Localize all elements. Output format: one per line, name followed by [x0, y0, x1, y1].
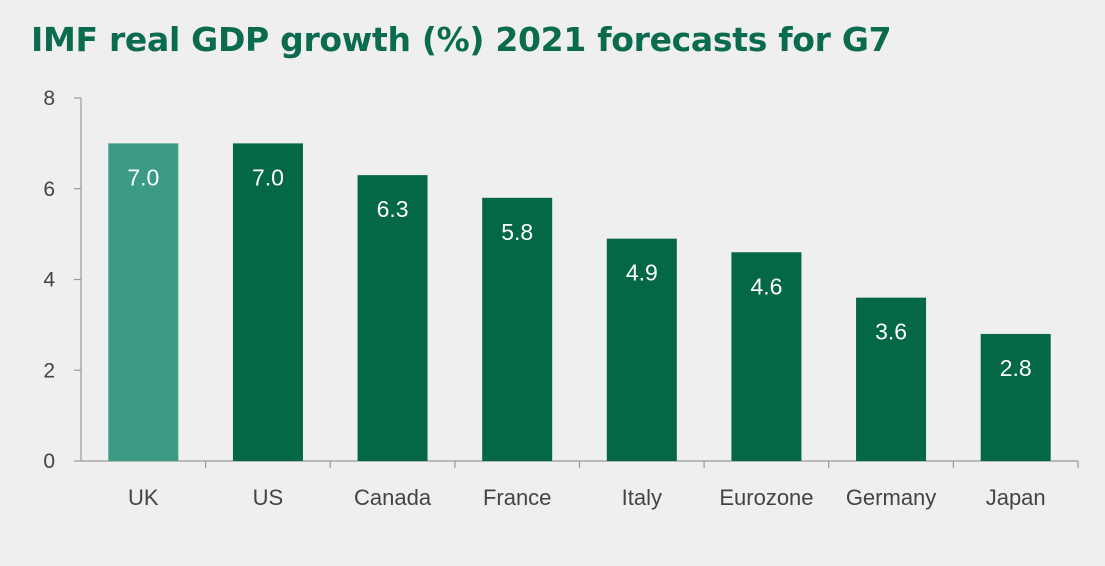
- category-label: Japan: [986, 485, 1046, 510]
- category-label: France: [483, 485, 551, 510]
- data-label: 7.0: [127, 164, 159, 190]
- y-tick-label: 2: [43, 359, 55, 382]
- category-label: Canada: [354, 485, 432, 510]
- data-label: 7.0: [252, 164, 284, 190]
- bar-france: [482, 197, 553, 461]
- data-label: 4.9: [626, 260, 658, 286]
- category-label: Germany: [846, 485, 936, 510]
- y-tick-label: 4: [43, 269, 55, 292]
- bar-us: [232, 143, 303, 461]
- bar-japan: [980, 333, 1051, 461]
- data-label: 5.8: [501, 219, 533, 245]
- data-label: 2.8: [1000, 355, 1032, 381]
- y-tick-label: 8: [43, 87, 55, 110]
- bar-italy: [606, 238, 677, 461]
- data-label: 4.6: [750, 273, 782, 299]
- category-label: Italy: [622, 485, 662, 510]
- bar-canada: [357, 175, 428, 461]
- y-tick-label: 6: [43, 178, 55, 201]
- bar-uk: [108, 143, 179, 461]
- category-label: UK: [128, 485, 159, 510]
- bar-germany: [856, 297, 927, 461]
- bar-eurozone: [731, 252, 802, 461]
- category-label: Eurozone: [719, 485, 813, 510]
- chart-title: IMF real GDP growth (%) 2021 forecasts f…: [31, 20, 892, 59]
- y-tick-label: 0: [43, 450, 55, 473]
- category-label: US: [253, 485, 284, 510]
- data-label: 6.3: [377, 196, 409, 222]
- data-label: 3.6: [875, 319, 907, 345]
